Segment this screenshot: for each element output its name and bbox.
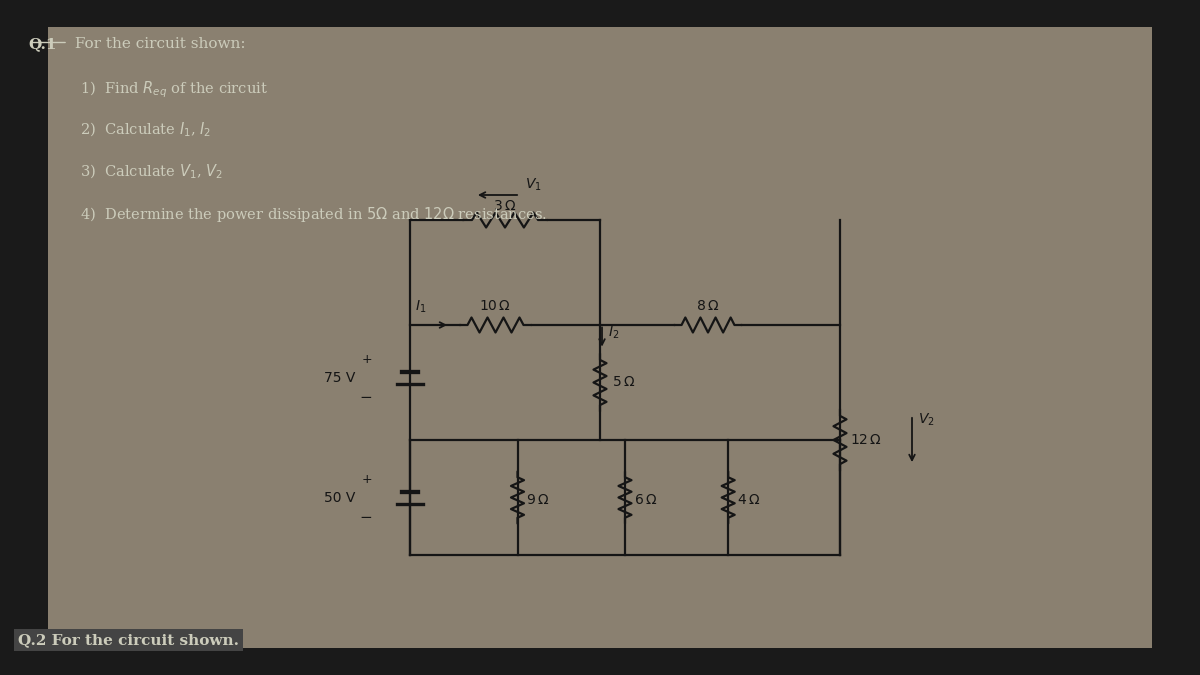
Text: 1)  Find $R_{eq}$ of the circuit: 1) Find $R_{eq}$ of the circuit xyxy=(80,79,268,100)
Text: For the circuit shown:: For the circuit shown: xyxy=(70,37,246,51)
Text: −: − xyxy=(359,510,372,525)
Text: $6\,\Omega$: $6\,\Omega$ xyxy=(634,493,658,508)
Text: 75 V: 75 V xyxy=(324,371,355,385)
Text: +: + xyxy=(361,473,372,486)
Text: $12\,\Omega$: $12\,\Omega$ xyxy=(850,433,882,447)
Text: 4)  Determine the power dissipated in $5\Omega$ and $12\Omega$ resistances.: 4) Determine the power dissipated in $5\… xyxy=(80,205,547,224)
Text: $4\,\Omega$: $4\,\Omega$ xyxy=(737,493,761,508)
Text: 3)  Calculate $V_1$, $V_2$: 3) Calculate $V_1$, $V_2$ xyxy=(80,163,223,182)
Text: $V_2$: $V_2$ xyxy=(918,412,935,428)
Text: $8\,\Omega$: $8\,\Omega$ xyxy=(696,299,720,313)
Text: Q.1: Q.1 xyxy=(28,37,56,51)
Text: +: + xyxy=(361,353,372,366)
Text: Q.2 For the circuit shown.: Q.2 For the circuit shown. xyxy=(18,633,239,647)
Text: $10\,\Omega$: $10\,\Omega$ xyxy=(480,299,511,313)
Text: $9\,\Omega$: $9\,\Omega$ xyxy=(527,493,550,508)
Text: 2)  Calculate $I_1$, $I_2$: 2) Calculate $I_1$, $I_2$ xyxy=(80,121,211,140)
Text: $5\,\Omega$: $5\,\Omega$ xyxy=(612,375,635,389)
Text: $I_2$: $I_2$ xyxy=(608,324,619,341)
Text: 50 V: 50 V xyxy=(324,491,355,504)
Text: $3\,\Omega$: $3\,\Omega$ xyxy=(493,199,517,213)
Text: −: − xyxy=(359,390,372,405)
Text: $V_1$: $V_1$ xyxy=(526,177,541,193)
Text: $I_1$: $I_1$ xyxy=(415,298,426,315)
